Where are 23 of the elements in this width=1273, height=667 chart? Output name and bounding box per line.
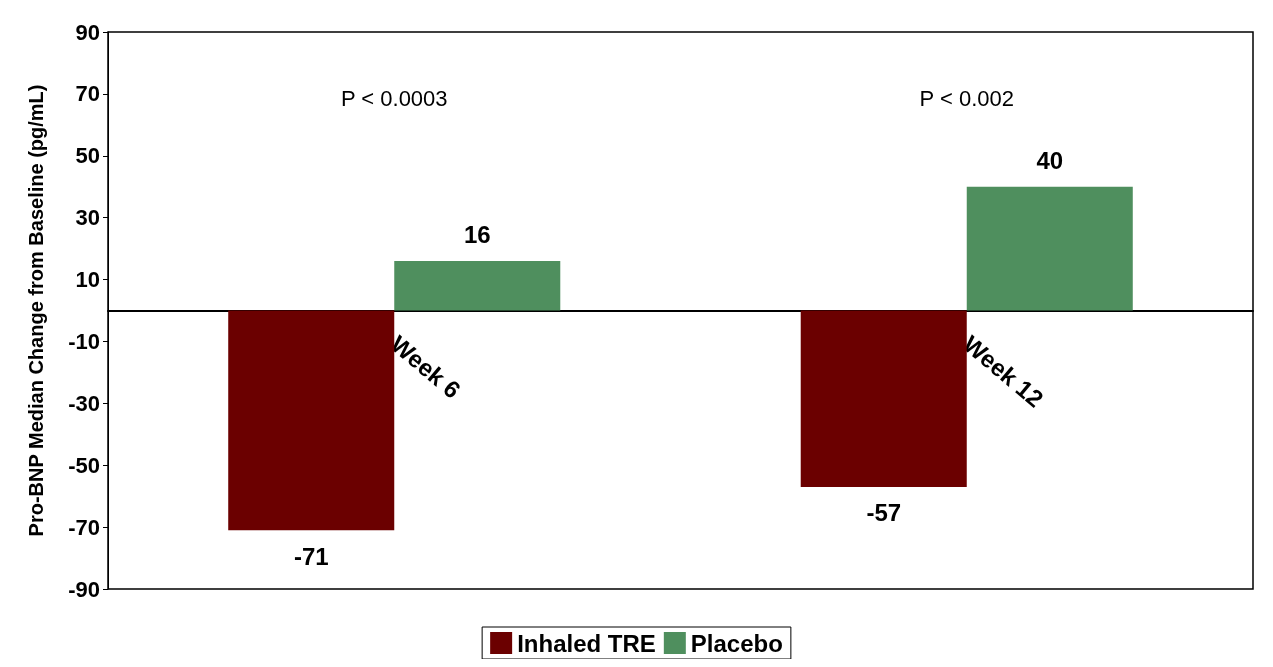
y-tick-label: -30 — [68, 390, 100, 416]
data-label: -57 — [866, 499, 902, 527]
y-tick-label: -90 — [68, 576, 100, 602]
y-tick-label: 90 — [75, 19, 100, 45]
bar — [228, 310, 395, 531]
y-axis-title: Pro-BNP Median Change from Baseline (pg/mL) — [25, 84, 47, 537]
data-label: -71 — [293, 542, 329, 570]
y-tick-label: -50 — [68, 452, 100, 478]
y-tick-label: -10 — [68, 328, 100, 354]
bar — [394, 260, 561, 311]
bar — [800, 310, 967, 487]
y-tick-label: 50 — [75, 143, 100, 169]
y-tick-label: 10 — [75, 267, 100, 293]
annotation: P < 0.002 — [919, 85, 1014, 111]
y-tick-label: 30 — [75, 205, 100, 231]
data-label: 40 — [1036, 147, 1064, 175]
legend-label: Placebo — [690, 629, 783, 657]
bar — [966, 186, 1133, 311]
data-label: 16 — [463, 221, 491, 249]
y-tick-label: -70 — [68, 514, 100, 540]
legend-label: Inhaled TRE — [517, 629, 656, 657]
y-tick-label: 70 — [75, 81, 100, 107]
annotation: P < 0.0003 — [340, 85, 448, 111]
